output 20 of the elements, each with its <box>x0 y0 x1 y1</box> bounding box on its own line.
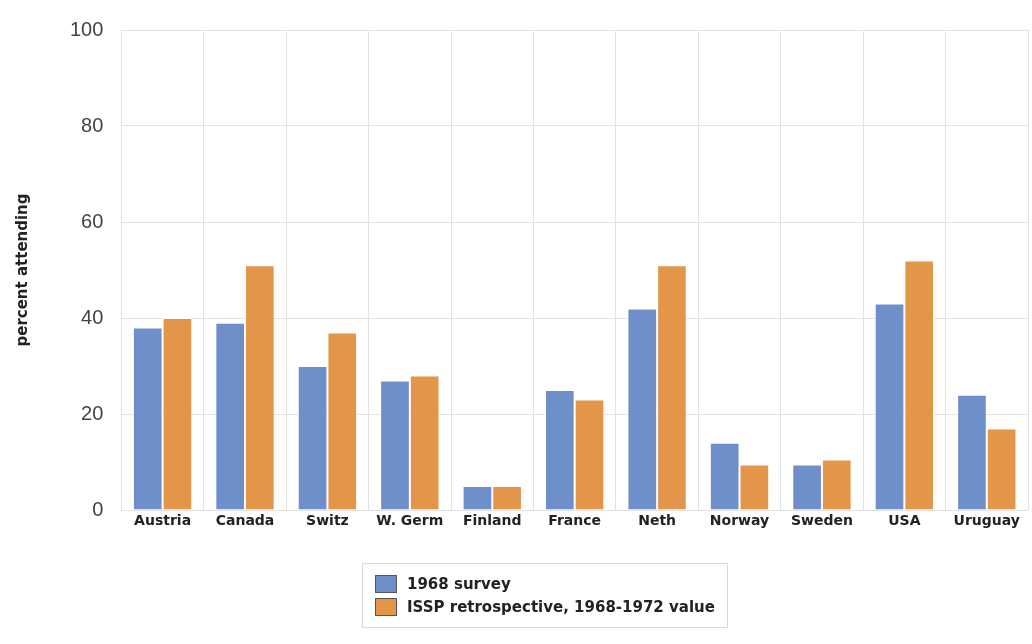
x-tick-label: Neth <box>638 512 677 529</box>
x-tick-label: Canada <box>215 512 275 529</box>
y-tick-label: 100 <box>69 17 104 40</box>
x-tick-label: W. Germ <box>376 512 444 529</box>
legend-label: 1968 survey <box>407 575 511 593</box>
x-tick-label: France <box>548 512 602 529</box>
legend-label: ISSP retrospective, 1968-1972 value <box>407 598 715 616</box>
y-tick-label: 20 <box>81 401 104 424</box>
x-tick-label: Norway <box>709 512 770 529</box>
x-tick-label: USA <box>888 512 921 529</box>
y-tick-label: 40 <box>81 305 104 328</box>
x-tick-label: Sweden <box>790 512 853 529</box>
y-tick-label: 60 <box>81 209 104 232</box>
y-tick-label: 80 <box>81 113 104 136</box>
x-tick-label: Switz <box>306 512 349 529</box>
x-tick-label: Uruguay <box>953 512 1020 529</box>
y-tick-label: 0 <box>92 497 104 520</box>
x-tick-label: Finland <box>462 512 522 529</box>
x-tick-label: Austria <box>134 512 192 529</box>
y-axis-title: percent attending <box>12 193 31 347</box>
